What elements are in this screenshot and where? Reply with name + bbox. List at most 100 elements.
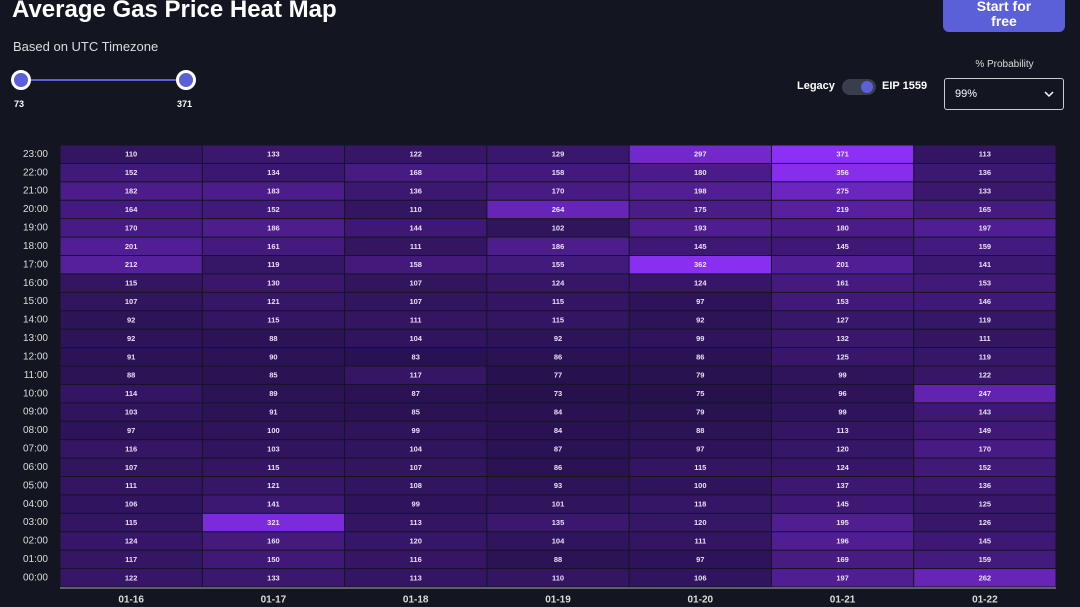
cell-label: 137 (836, 481, 849, 490)
cell-label: 141 (979, 260, 992, 269)
heat-cell (345, 219, 487, 237)
cell-label: 161 (836, 279, 849, 288)
x-tick-label: 01-16 (118, 595, 144, 606)
cell-label: 170 (979, 444, 992, 453)
title: Average Gas Price Heat Map (12, 0, 337, 23)
cell-label: 135 (552, 518, 565, 527)
y-tick-label: 19:00 (23, 223, 48, 234)
cell-label: 197 (979, 223, 992, 232)
heat-cell (914, 569, 1056, 587)
heat-cell (914, 256, 1056, 274)
heat-cell (345, 237, 487, 255)
heat-cell (771, 550, 914, 569)
cell-label: 120 (694, 518, 707, 527)
heat-cell (771, 348, 914, 366)
cell-label: 150 (267, 555, 280, 564)
slider-min-knob[interactable] (11, 70, 31, 90)
heat-cell (60, 532, 202, 550)
cell-label: 88 (696, 426, 704, 435)
cell-label: 86 (554, 352, 562, 361)
heat-cell (914, 348, 1056, 366)
heat-cell (914, 403, 1056, 421)
heat-cell (771, 182, 914, 200)
cell-label: 107 (409, 463, 422, 472)
cell-label: 164 (125, 205, 138, 214)
dropdown-chevron (1044, 91, 1054, 98)
heat-cell (345, 532, 487, 550)
cell-label: 92 (127, 315, 135, 324)
cell-label: 168 (409, 168, 422, 177)
cell-label: 116 (410, 555, 422, 564)
y-tick-label: 14:00 (23, 315, 48, 326)
cell-label: 91 (127, 352, 135, 361)
cell-label: 118 (694, 500, 706, 509)
cell-label: 129 (552, 150, 565, 159)
cell-label: 356 (836, 168, 849, 177)
heat-cell (771, 477, 914, 495)
cell-label: 175 (694, 205, 707, 214)
cell-label: 115 (125, 518, 137, 527)
cell-label: 146 (979, 297, 992, 306)
cell-label: 158 (409, 260, 422, 269)
heat-cell (487, 348, 629, 366)
heat-cell (345, 274, 487, 292)
cell-label: 145 (694, 242, 707, 251)
heat-cell (202, 182, 345, 200)
heat-cell (345, 384, 487, 403)
cell-label: 97 (696, 444, 704, 453)
toggle[interactable] (842, 79, 876, 95)
heat-cell (771, 256, 914, 274)
heat-cell (202, 274, 345, 292)
cell-label: 99 (838, 371, 846, 380)
cell-label: 170 (552, 187, 565, 196)
heat-cell (60, 477, 202, 495)
heat-cell (629, 550, 771, 569)
heat-cell (345, 163, 487, 182)
cell-label: 113 (837, 426, 849, 435)
cell-label: 117 (410, 371, 422, 380)
cell-label: 117 (125, 555, 137, 564)
start-button[interactable]: Start for free (943, 0, 1065, 32)
heat-cell (60, 329, 202, 348)
heat-cell (914, 384, 1056, 403)
cell-label: 99 (412, 500, 420, 509)
cell-label: 122 (979, 371, 992, 380)
cell-label: 101 (552, 500, 565, 509)
cell-label: 91 (269, 408, 277, 417)
cell-label: 97 (696, 297, 704, 306)
heat-cell (771, 163, 914, 182)
cell-label: 180 (836, 223, 849, 232)
heat-cell (771, 292, 914, 311)
heat-cell (202, 532, 345, 550)
cell-label: 100 (267, 426, 280, 435)
heat-cell (629, 237, 771, 255)
heat-cell (629, 182, 771, 200)
cell-label: 197 (836, 573, 849, 582)
cell-label: 136 (409, 187, 422, 196)
cell-label: 119 (979, 315, 991, 324)
y-tick-label: 10:00 (23, 388, 48, 399)
heat-cell (629, 145, 771, 163)
heat-cell (60, 237, 202, 255)
cell-label: 88 (127, 371, 135, 380)
heat-cell (487, 182, 629, 200)
heat-cell (60, 145, 202, 163)
cell-label: 110 (410, 205, 422, 214)
heat-cell (771, 569, 914, 587)
cell-label: 161 (267, 242, 280, 251)
probability-dropdown[interactable]: 99% (944, 78, 1064, 110)
heat-cell (914, 366, 1056, 384)
heat-cell (771, 311, 914, 329)
heat-cell (487, 256, 629, 274)
heat-cell (771, 366, 914, 384)
cell-label: 90 (269, 352, 277, 361)
x-tick-label: 01-19 (545, 595, 571, 606)
cell-label: 144 (409, 223, 422, 232)
heat-cell (60, 348, 202, 366)
slider-max-knob[interactable] (176, 70, 196, 90)
heat-cell (202, 550, 345, 569)
heat-cell (487, 292, 629, 311)
heat-cell (629, 366, 771, 384)
cell-label: 111 (410, 242, 422, 251)
toggle-knob (861, 81, 873, 93)
